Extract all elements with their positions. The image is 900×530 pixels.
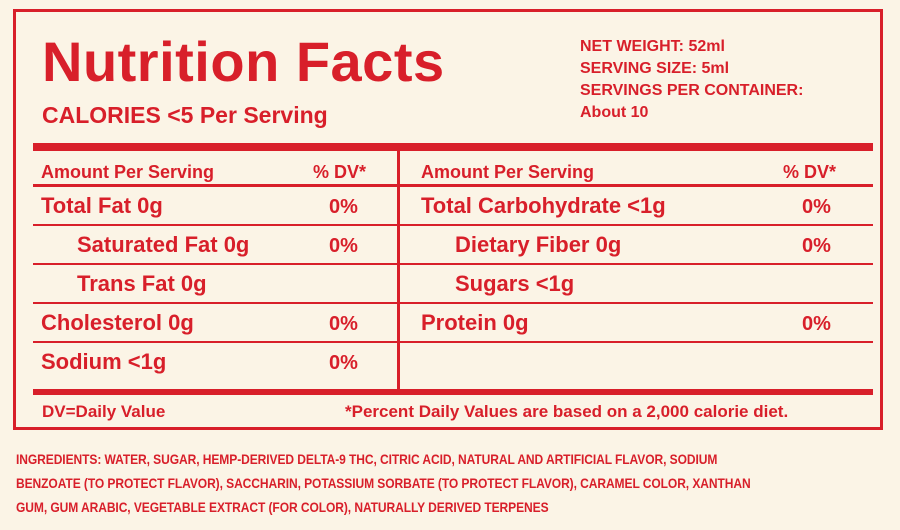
- ingredients-line: GUM, GUM ARABIC, VEGETABLE EXTRACT (FOR …: [16, 499, 549, 515]
- nutrient-column-right: Amount Per Serving % DV* Total Carbohydr…: [400, 151, 873, 382]
- nutrient-name: Cholesterol 0g: [41, 310, 194, 335]
- page-title: Nutrition Facts: [42, 30, 445, 93]
- nutrient-row: Trans Fat 0g: [33, 265, 397, 304]
- calories-line: CALORIES <5 Per Serving: [42, 102, 328, 128]
- nutrient-column-left: Amount Per Serving % DV* Total Fat 0g 0%…: [33, 151, 397, 382]
- nutrient-name: Total Fat 0g: [41, 193, 163, 218]
- net-weight: NET WEIGHT: 52ml: [580, 38, 725, 55]
- servings-per-container: SERVINGS PER CONTAINER:: [580, 82, 804, 99]
- column-header: Amount Per Serving % DV*: [400, 151, 873, 187]
- nutrient-dv: 0%: [329, 313, 358, 335]
- ingredients-line: BENZOATE (TO PROTECT FLAVOR), SACCHARIN,…: [16, 475, 751, 491]
- nutrient-row: Dietary Fiber 0g 0%: [400, 226, 873, 265]
- nutrient-name: Total Carbohydrate <1g: [421, 193, 666, 218]
- nutrition-label-frame: [13, 9, 883, 430]
- dv-header: % DV*: [313, 162, 367, 182]
- serving-size: SERVING SIZE: 5ml: [580, 60, 730, 77]
- servings-value: About 10: [580, 104, 649, 121]
- nutrient-dv: 0%: [802, 313, 831, 335]
- nutrient-dv: 0%: [802, 235, 831, 257]
- nutrient-name: Saturated Fat 0g: [77, 232, 250, 257]
- serving-info: NET WEIGHT: 52ml SERVING SIZE: 5ml SERVI…: [580, 36, 803, 124]
- column-header: Amount Per Serving % DV*: [33, 151, 397, 187]
- percent-footnote: *Percent Daily Values are based on a 2,0…: [345, 402, 789, 421]
- nutrient-row: Total Fat 0g 0%: [33, 187, 397, 226]
- nutrient-name: Trans Fat 0g: [77, 271, 207, 296]
- nutrient-row-empty: [400, 343, 873, 382]
- dv-header: % DV*: [783, 162, 837, 182]
- ingredients-list: INGREDIENTS: WATER, SUGAR, HEMP-DERIVED …: [16, 447, 888, 519]
- amount-header: Amount Per Serving: [41, 162, 215, 182]
- nutrient-dv: 0%: [329, 235, 358, 257]
- nutrient-dv: 0%: [329, 196, 358, 218]
- amount-header: Amount Per Serving: [421, 162, 595, 182]
- nutrient-dv: 0%: [329, 352, 358, 374]
- nutrient-row: Total Carbohydrate <1g 0%: [400, 187, 873, 226]
- nutrient-dv: 0%: [802, 196, 831, 218]
- nutrient-name: Protein 0g: [421, 310, 529, 335]
- dv-footnote: DV=Daily Value: [42, 402, 166, 421]
- nutrient-row: Cholesterol 0g 0%: [33, 304, 397, 343]
- column-divider: [397, 151, 400, 389]
- nutrient-row: Sugars <1g: [400, 265, 873, 304]
- nutrient-row: Saturated Fat 0g 0%: [33, 226, 397, 265]
- nutrient-table: Amount Per Serving % DV* Total Fat 0g 0%…: [33, 143, 873, 395]
- nutrient-name: Sodium <1g: [41, 349, 167, 374]
- nutrient-row: Sodium <1g 0%: [33, 343, 397, 382]
- nutrient-name: Sugars <1g: [455, 271, 575, 296]
- nutrient-name: Dietary Fiber 0g: [455, 232, 622, 257]
- nutrient-row: Protein 0g 0%: [400, 304, 873, 343]
- ingredients-line: INGREDIENTS: WATER, SUGAR, HEMP-DERIVED …: [16, 451, 718, 467]
